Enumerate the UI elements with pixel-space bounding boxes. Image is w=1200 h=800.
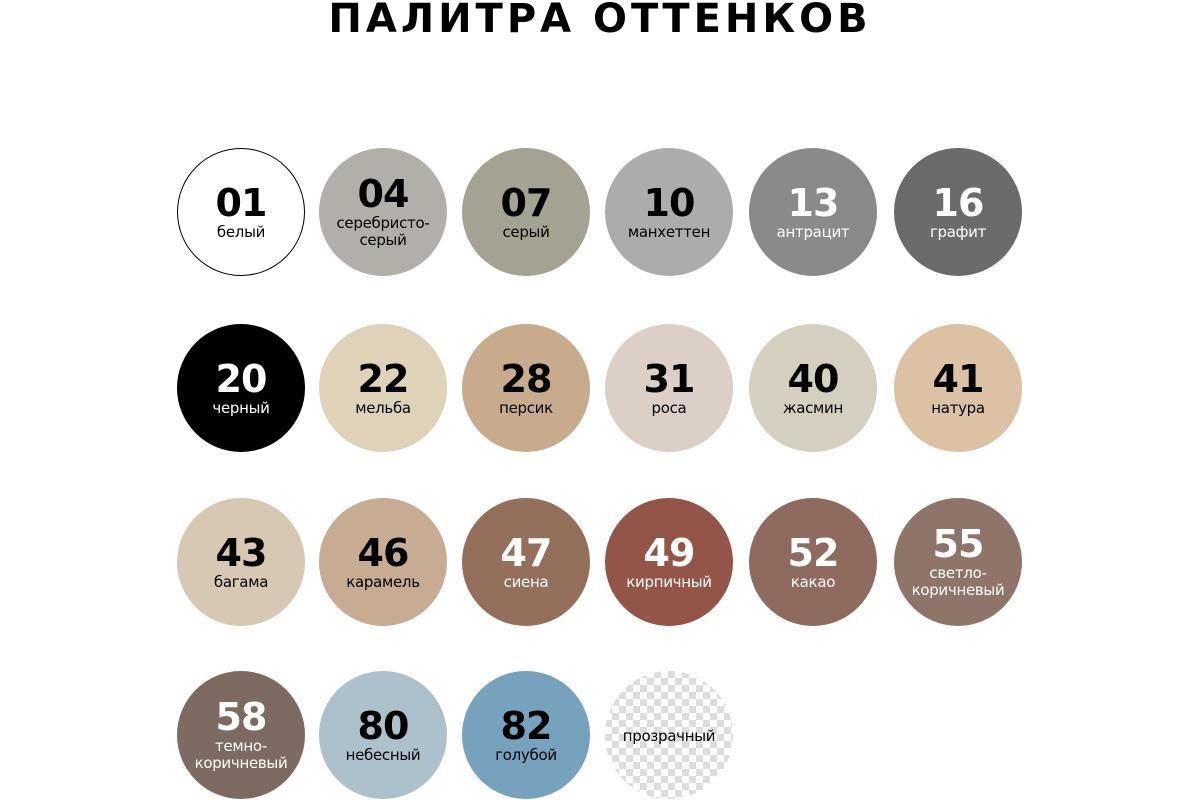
swatch-code: 58 xyxy=(215,695,268,739)
color-swatch-49: 49 кирпичный xyxy=(605,498,733,626)
swatch-code: 07 xyxy=(500,180,553,225)
color-swatch-52: 52 какао xyxy=(749,498,877,626)
color-swatch-41: 41 натура xyxy=(894,324,1022,452)
color-swatch-10: 10 манхеттен xyxy=(605,148,733,276)
swatch-code: 04 xyxy=(357,172,410,216)
swatch-name: натура xyxy=(931,398,985,417)
color-swatch-13: 13 антрацит xyxy=(749,148,877,276)
swatch-code: 16 xyxy=(932,180,985,225)
swatch-code: 82 xyxy=(500,703,553,748)
swatch-code: 47 xyxy=(500,530,553,575)
swatch-code: 52 xyxy=(787,530,840,575)
swatch-code: 01 xyxy=(215,180,268,225)
color-swatch-80: 80 небесный xyxy=(319,671,447,799)
swatch-name: серый xyxy=(502,222,550,241)
swatch-code: 49 xyxy=(643,530,696,575)
swatch-code: 22 xyxy=(357,356,410,401)
swatch-name: сиена xyxy=(503,572,549,591)
color-swatch-transparent: прозрачный xyxy=(605,671,733,799)
color-swatch-31: 31 роса xyxy=(605,324,733,452)
swatch-code: 10 xyxy=(643,180,696,225)
page-title: ПАЛИТРА ОТТЕНКОВ xyxy=(328,0,872,42)
swatch-name: кирпичный xyxy=(626,572,712,591)
swatch-name: роса xyxy=(651,398,687,417)
color-swatch-58: 58 темно- коричневый xyxy=(177,671,305,799)
swatch-code: 46 xyxy=(357,530,410,575)
swatch-code: 31 xyxy=(643,356,696,401)
swatch-code: 20 xyxy=(215,356,268,401)
swatch-code: 40 xyxy=(787,356,840,401)
color-swatch-55: 55 светло- коричневый xyxy=(894,498,1022,626)
swatch-name: карамель xyxy=(346,572,420,591)
swatch-name: светло- коричневый xyxy=(911,564,1005,599)
color-swatch-40: 40 жасмин xyxy=(749,324,877,452)
color-swatch-47: 47 сиена xyxy=(462,498,590,626)
color-swatch-20: 20 черный xyxy=(177,324,305,452)
swatch-name: черный xyxy=(212,398,270,417)
swatch-name: графит xyxy=(929,222,987,241)
swatch-code: 28 xyxy=(500,356,553,401)
swatch-name: мельба xyxy=(355,398,411,417)
swatch-name: серебристо- серый xyxy=(336,214,430,249)
color-swatch-43: 43 багама xyxy=(177,498,305,626)
swatch-name: жасмин xyxy=(782,398,844,417)
swatch-code: 41 xyxy=(932,356,985,401)
swatch-name: антрацит xyxy=(776,222,850,241)
swatch-code: 43 xyxy=(215,530,268,575)
swatch-name: небесный xyxy=(345,745,421,764)
color-swatch-46: 46 карамель xyxy=(319,498,447,626)
color-swatch-16: 16 графит xyxy=(894,148,1022,276)
swatch-code: 13 xyxy=(787,180,840,225)
swatch-name: багама xyxy=(213,572,269,591)
swatch-name: темно- коричневый xyxy=(194,737,288,772)
swatch-name: какао xyxy=(790,572,836,591)
swatch-name: манхеттен xyxy=(627,222,711,241)
color-swatch-22: 22 мельба xyxy=(319,324,447,452)
color-swatch-04: 04 серебристо- серый xyxy=(319,148,447,276)
swatch-code: 80 xyxy=(357,703,410,748)
swatch-name: голубой xyxy=(495,745,557,764)
color-swatch-82: 82 голубой xyxy=(462,671,590,799)
swatch-name: белый xyxy=(216,222,266,241)
color-swatch-28: 28 персик xyxy=(462,324,590,452)
color-swatch-07: 07 серый xyxy=(462,148,590,276)
swatch-name: персик xyxy=(499,398,553,417)
color-swatch-01: 01 белый xyxy=(177,148,305,276)
swatch-name: прозрачный xyxy=(622,726,716,745)
swatch-code: 55 xyxy=(932,522,985,566)
